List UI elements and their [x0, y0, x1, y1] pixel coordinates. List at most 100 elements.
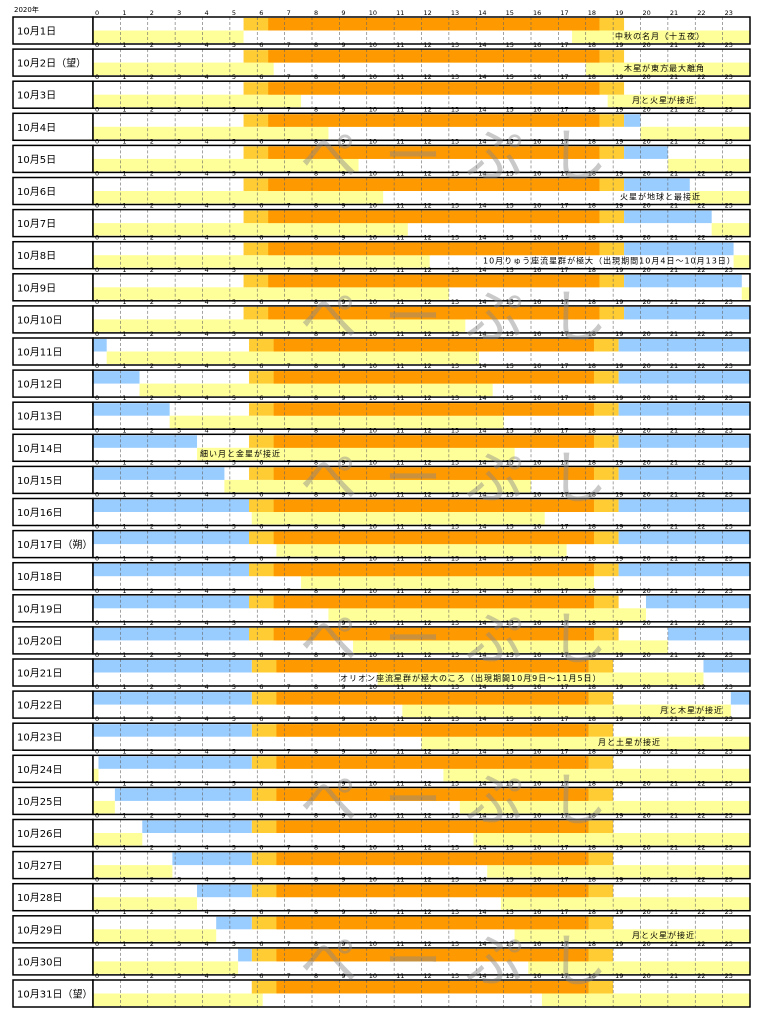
- dark-sky-bar: [624, 242, 734, 256]
- hour-label: 18: [588, 876, 596, 884]
- day-label-cell: [12, 915, 94, 944]
- hour-label: 22: [697, 619, 705, 627]
- hour-label: 8: [314, 908, 318, 916]
- hour-label: 12: [424, 105, 432, 113]
- hour-label: 14: [478, 651, 486, 659]
- watermark: ぺーぷし: [300, 444, 634, 512]
- hour-label: 19: [615, 137, 623, 145]
- dark-sky-bar: [703, 660, 750, 673]
- day-row: 0 1 2 3 4 5 6 7 8 9 10 11 12 13 14 15 16 17 18 19 20 21 22 2310…: [12, 137, 751, 174]
- hour-label: 1: [122, 555, 126, 563]
- hour-label: 10: [369, 940, 377, 948]
- hour-label: 17: [560, 587, 568, 595]
- hour-label: 3: [177, 73, 181, 81]
- dark-sky-bar: [618, 499, 750, 512]
- dark-sky-bar: [624, 146, 668, 159]
- hour-label: 12: [424, 523, 432, 531]
- hour-label: 18: [588, 908, 596, 916]
- moon-bar: [733, 255, 750, 268]
- hour-label: 15: [506, 298, 514, 306]
- moon-bar: [93, 30, 244, 43]
- hour-label: 14: [478, 812, 486, 820]
- hour-label: 9: [341, 779, 345, 787]
- chart-frame: [92, 818, 751, 848]
- hour-label: 8: [314, 651, 318, 659]
- hour-label: 4: [205, 266, 209, 274]
- daylight-bar: [276, 788, 589, 801]
- hour-label: 3: [177, 940, 181, 948]
- day-label-cell: [12, 658, 94, 687]
- day-label-cell: [12, 208, 94, 238]
- hour-label: 12: [424, 587, 432, 595]
- hour-label: 10: [369, 587, 377, 595]
- hour-label: 7: [287, 170, 291, 178]
- dark-sky-bar: [93, 403, 170, 416]
- hour-label: 21: [670, 298, 678, 306]
- hour-label: 21: [670, 555, 678, 563]
- hour-label: 16: [533, 619, 541, 627]
- hour-label: 4: [205, 587, 209, 595]
- hour-label: 3: [177, 9, 181, 17]
- hour-label: 22: [697, 73, 705, 81]
- hour-label: 19: [615, 491, 623, 499]
- hour-label: 8: [314, 9, 318, 17]
- hour-label: 2: [150, 908, 154, 916]
- hour-label: 4: [205, 330, 209, 338]
- hour-label: 11: [396, 651, 404, 659]
- hour-label: 3: [177, 362, 181, 370]
- hour-label: 19: [615, 73, 623, 81]
- hour-label: 22: [697, 587, 705, 595]
- hour-label: 12: [424, 266, 432, 274]
- dark-sky-bar: [618, 563, 750, 577]
- hour-label: 8: [314, 330, 318, 338]
- dark-sky-bar: [238, 948, 252, 962]
- hour-label: 14: [478, 170, 486, 178]
- moon-bar: [500, 897, 750, 910]
- hour-label: 19: [615, 523, 623, 531]
- event-note: 月と火星が接近: [632, 95, 695, 105]
- hour-label: 0: [95, 587, 99, 595]
- dark-sky-bar: [93, 499, 250, 512]
- hour-label: 7: [287, 940, 291, 948]
- chart-frame: [92, 690, 751, 719]
- hour-label: 5: [232, 651, 236, 659]
- hour-label: 11: [396, 619, 404, 627]
- hour-label: 1: [122, 844, 126, 852]
- hour-label: 6: [259, 41, 263, 49]
- hour-label: 19: [615, 234, 623, 242]
- hour-label: 2: [150, 587, 154, 595]
- hour-label: 3: [177, 491, 181, 499]
- hour-label: 17: [560, 940, 568, 948]
- hour-label: 10: [369, 170, 377, 178]
- hour-label: 13: [451, 844, 459, 852]
- hour-label: 5: [232, 491, 236, 499]
- hour-label: 16: [533, 426, 541, 434]
- moon-bar: [377, 672, 704, 685]
- hour-label: 4: [205, 105, 209, 113]
- hour-label: 1: [122, 715, 126, 723]
- hour-label: 14: [478, 137, 486, 145]
- hour-label: 15: [506, 651, 514, 659]
- hour-label: 18: [588, 812, 596, 820]
- hour-label: 5: [232, 747, 236, 755]
- hour-label: 22: [697, 940, 705, 948]
- hour-label: 14: [478, 876, 486, 884]
- hour-label: 7: [287, 651, 291, 659]
- hour-label: 12: [424, 9, 432, 17]
- hour-label: 13: [451, 747, 459, 755]
- hour-label: 21: [670, 202, 678, 210]
- watermark: ぺーぷし: [300, 122, 634, 190]
- hour-label: 18: [588, 298, 596, 306]
- moon-bar: [93, 191, 384, 204]
- hour-label: 0: [95, 137, 99, 145]
- hour-label: 5: [232, 940, 236, 948]
- day-row: 0 1 2 3 4 5 6 7 8 9 10 11 12 13 14 15 16 17 18 19 20 21 22 2310…: [12, 330, 751, 366]
- hour-label: 23: [725, 41, 733, 49]
- hour-label: 19: [615, 651, 623, 659]
- hour-label: 1: [122, 683, 126, 691]
- hour-label: 6: [259, 876, 263, 884]
- hour-label: 8: [314, 137, 318, 145]
- hour-label: 23: [725, 523, 733, 531]
- hour-label: 9: [341, 587, 345, 595]
- watermark: ぺーぷし: [300, 927, 634, 995]
